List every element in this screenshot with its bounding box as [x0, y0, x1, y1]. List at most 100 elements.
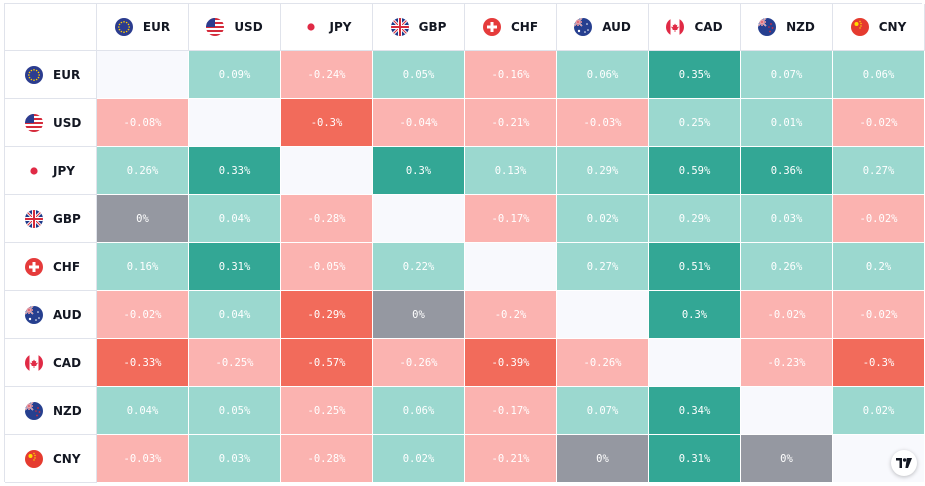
heatmap-cell-nzd-gbp[interactable]: 0.06%	[373, 387, 465, 435]
column-header-cad[interactable]: CAD	[649, 4, 741, 51]
heatmap-cell-gbp-cad[interactable]: 0.29%	[649, 195, 741, 243]
heatmap-cell-cad-cad[interactable]	[649, 339, 741, 387]
row-header-jpy[interactable]: JPY	[5, 147, 97, 195]
heatmap-cell-chf-gbp[interactable]: 0.22%	[373, 243, 465, 291]
heatmap-cell-jpy-cny[interactable]: 0.27%	[833, 147, 925, 195]
heatmap-cell-cny-jpy[interactable]: -0.28%	[281, 435, 373, 483]
column-header-cny[interactable]: CNY	[833, 4, 925, 51]
heatmap-cell-cny-usd[interactable]: 0.03%	[189, 435, 281, 483]
heatmap-cell-gbp-aud[interactable]: 0.02%	[557, 195, 649, 243]
row-header-nzd[interactable]: NZD	[5, 387, 97, 435]
heatmap-cell-cny-aud[interactable]: 0%	[557, 435, 649, 483]
heatmap-cell-eur-aud[interactable]: 0.06%	[557, 51, 649, 99]
heatmap-cell-nzd-nzd[interactable]	[741, 387, 833, 435]
heatmap-cell-eur-jpy[interactable]: -0.24%	[281, 51, 373, 99]
column-header-aud[interactable]: AUD	[557, 4, 649, 51]
heatmap-cell-aud-eur[interactable]: -0.02%	[97, 291, 189, 339]
heatmap-cell-eur-chf[interactable]: -0.16%	[465, 51, 557, 99]
heatmap-cell-chf-eur[interactable]: 0.16%	[97, 243, 189, 291]
heatmap-cell-cny-cad[interactable]: 0.31%	[649, 435, 741, 483]
heatmap-cell-nzd-eur[interactable]: 0.04%	[97, 387, 189, 435]
heatmap-cell-gbp-cny[interactable]: -0.02%	[833, 195, 925, 243]
heatmap-cell-chf-aud[interactable]: 0.27%	[557, 243, 649, 291]
row-header-eur[interactable]: EUR	[5, 51, 97, 99]
heatmap-cell-cad-usd[interactable]: -0.25%	[189, 339, 281, 387]
heatmap-cell-cad-eur[interactable]: -0.33%	[97, 339, 189, 387]
heatmap-cell-chf-jpy[interactable]: -0.05%	[281, 243, 373, 291]
heatmap-cell-cny-eur[interactable]: -0.03%	[97, 435, 189, 483]
heatmap-cell-jpy-usd[interactable]: 0.33%	[189, 147, 281, 195]
heatmap-cell-usd-gbp[interactable]: -0.04%	[373, 99, 465, 147]
row-header-cny[interactable]: CNY	[5, 435, 97, 483]
column-header-eur[interactable]: EUR	[97, 4, 189, 51]
heatmap-cell-gbp-gbp[interactable]	[373, 195, 465, 243]
heatmap-cell-chf-chf[interactable]	[465, 243, 557, 291]
heatmap-cell-gbp-chf[interactable]: -0.17%	[465, 195, 557, 243]
heatmap-cell-usd-nzd[interactable]: 0.01%	[741, 99, 833, 147]
tradingview-logo-icon[interactable]	[891, 450, 917, 476]
heatmap-cell-jpy-gbp[interactable]: 0.3%	[373, 147, 465, 195]
heatmap-cell-cad-nzd[interactable]: -0.23%	[741, 339, 833, 387]
heatmap-cell-nzd-chf[interactable]: -0.17%	[465, 387, 557, 435]
heatmap-cell-jpy-nzd[interactable]: 0.36%	[741, 147, 833, 195]
heatmap-cell-aud-cad[interactable]: 0.3%	[649, 291, 741, 339]
heatmap-cell-eur-cny[interactable]: 0.06%	[833, 51, 925, 99]
heatmap-cell-jpy-jpy[interactable]	[281, 147, 373, 195]
heatmap-cell-gbp-jpy[interactable]: -0.28%	[281, 195, 373, 243]
heatmap-cell-aud-aud[interactable]	[557, 291, 649, 339]
heatmap-cell-usd-usd[interactable]	[189, 99, 281, 147]
heatmap-cell-gbp-nzd[interactable]: 0.03%	[741, 195, 833, 243]
currency-code: GBP	[418, 20, 447, 34]
heatmap-cell-eur-cad[interactable]: 0.35%	[649, 51, 741, 99]
heatmap-cell-jpy-aud[interactable]: 0.29%	[557, 147, 649, 195]
heatmap-cell-usd-aud[interactable]: -0.03%	[557, 99, 649, 147]
heatmap-cell-gbp-usd[interactable]: 0.04%	[189, 195, 281, 243]
heatmap-cell-cad-jpy[interactable]: -0.57%	[281, 339, 373, 387]
heatmap-cell-eur-gbp[interactable]: 0.05%	[373, 51, 465, 99]
heatmap-cell-aud-usd[interactable]: 0.04%	[189, 291, 281, 339]
row-header-chf[interactable]: CHF	[5, 243, 97, 291]
heatmap-cell-eur-nzd[interactable]: 0.07%	[741, 51, 833, 99]
row-header-aud[interactable]: AUD	[5, 291, 97, 339]
heatmap-cell-jpy-eur[interactable]: 0.26%	[97, 147, 189, 195]
heatmap-cell-cny-chf[interactable]: -0.21%	[465, 435, 557, 483]
column-header-jpy[interactable]: JPY	[281, 4, 373, 51]
heatmap-cell-cny-gbp[interactable]: 0.02%	[373, 435, 465, 483]
heatmap-cell-nzd-cad[interactable]: 0.34%	[649, 387, 741, 435]
row-header-cad[interactable]: CAD	[5, 339, 97, 387]
heatmap-cell-aud-jpy[interactable]: -0.29%	[281, 291, 373, 339]
heatmap-cell-jpy-cad[interactable]: 0.59%	[649, 147, 741, 195]
column-header-gbp[interactable]: GBP	[373, 4, 465, 51]
heatmap-cell-cad-aud[interactable]: -0.26%	[557, 339, 649, 387]
heatmap-cell-aud-cny[interactable]: -0.02%	[833, 291, 925, 339]
column-header-chf[interactable]: CHF	[465, 4, 557, 51]
heatmap-cell-aud-chf[interactable]: -0.2%	[465, 291, 557, 339]
heatmap-cell-aud-gbp[interactable]: 0%	[373, 291, 465, 339]
heatmap-cell-gbp-eur[interactable]: 0%	[97, 195, 189, 243]
column-header-usd[interactable]: USD	[189, 4, 281, 51]
heatmap-cell-usd-jpy[interactable]: -0.3%	[281, 99, 373, 147]
heatmap-cell-cny-nzd[interactable]: 0%	[741, 435, 833, 483]
row-header-gbp[interactable]: GBP	[5, 195, 97, 243]
heatmap-cell-usd-cny[interactable]: -0.02%	[833, 99, 925, 147]
heatmap-cell-chf-nzd[interactable]: 0.26%	[741, 243, 833, 291]
heatmap-cell-nzd-usd[interactable]: 0.05%	[189, 387, 281, 435]
heatmap-cell-cad-gbp[interactable]: -0.26%	[373, 339, 465, 387]
heatmap-cell-nzd-jpy[interactable]: -0.25%	[281, 387, 373, 435]
heatmap-cell-chf-cad[interactable]: 0.51%	[649, 243, 741, 291]
heatmap-cell-jpy-chf[interactable]: 0.13%	[465, 147, 557, 195]
heatmap-cell-chf-cny[interactable]: 0.2%	[833, 243, 925, 291]
heatmap-cell-chf-usd[interactable]: 0.31%	[189, 243, 281, 291]
heatmap-cell-usd-chf[interactable]: -0.21%	[465, 99, 557, 147]
heatmap-cell-nzd-cny[interactable]: 0.02%	[833, 387, 925, 435]
heatmap-cell-usd-cad[interactable]: 0.25%	[649, 99, 741, 147]
heatmap-cell-aud-nzd[interactable]: -0.02%	[741, 291, 833, 339]
heatmap-cell-eur-usd[interactable]: 0.09%	[189, 51, 281, 99]
heatmap-cell-cad-cny[interactable]: -0.3%	[833, 339, 925, 387]
heatmap-cell-eur-eur[interactable]	[97, 51, 189, 99]
heatmap-cell-nzd-aud[interactable]: 0.07%	[557, 387, 649, 435]
column-header-nzd[interactable]: NZD	[741, 4, 833, 51]
row-header-usd[interactable]: USD	[5, 99, 97, 147]
heatmap-cell-usd-eur[interactable]: -0.08%	[97, 99, 189, 147]
heatmap-cell-cad-chf[interactable]: -0.39%	[465, 339, 557, 387]
